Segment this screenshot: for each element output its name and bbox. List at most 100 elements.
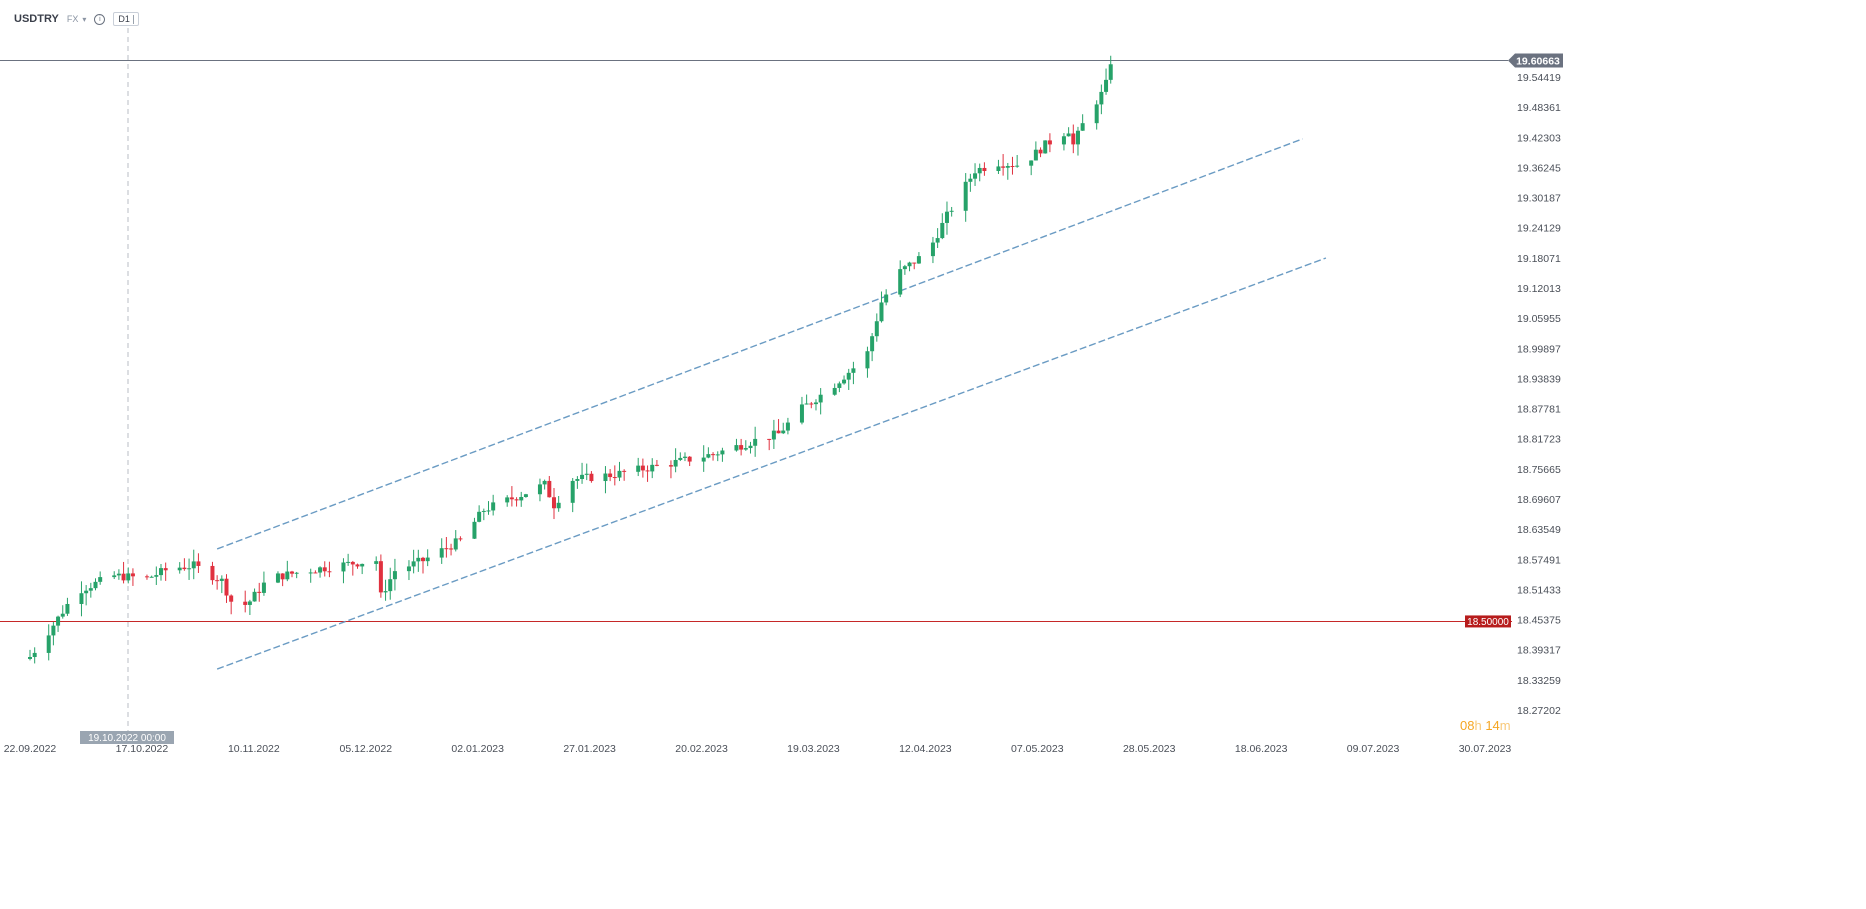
y-tick-label: 19.48361 [1517, 102, 1561, 114]
candle-body [776, 430, 781, 434]
candle-body [51, 625, 56, 636]
y-tick-label: 18.87781 [1517, 404, 1561, 416]
crosshair-date-label: 19.10.2022 00:00 [88, 733, 166, 744]
candle-body [252, 591, 257, 602]
candle-body [509, 497, 514, 500]
candle-body [1047, 140, 1052, 145]
candle-body [46, 635, 51, 653]
countdown-hours: 08 [1460, 718, 1475, 733]
candle-body [949, 210, 954, 212]
y-tick-label: 19.12013 [1517, 283, 1561, 295]
candle-body [542, 480, 547, 485]
candle-body [682, 456, 687, 458]
candle-body [1075, 130, 1080, 145]
candle-body [720, 450, 725, 455]
current-price-label: 19.60663 [1516, 55, 1560, 67]
countdown-minutes-unit: m [1499, 718, 1511, 733]
candle-body [622, 470, 627, 472]
candle-body [210, 565, 215, 581]
candle-body [444, 548, 449, 550]
candle-body [1033, 149, 1038, 161]
candle-body [449, 548, 454, 550]
candle-body [355, 564, 360, 567]
candle-body [229, 595, 234, 602]
chart-header: USDTRY FX ▾ i D1 [14, 10, 139, 28]
candle-body [392, 571, 397, 580]
candle-body [243, 601, 248, 605]
candle-body [514, 499, 519, 501]
x-axis: 22.09.2022 17.10.2022 10.11.2022 05.12.2022… [4, 743, 1512, 755]
candle-body [879, 302, 884, 322]
candle-body [1015, 165, 1020, 167]
candle-body [916, 256, 921, 264]
y-tick-label: 19.24129 [1517, 223, 1561, 235]
candle-body [56, 616, 61, 626]
candle-body [837, 383, 842, 388]
candle-body [425, 557, 430, 562]
candle-body [1080, 123, 1085, 131]
x-tick-label: 28.05.2023 [1123, 743, 1176, 755]
candle-body [902, 266, 907, 270]
candle-body [973, 173, 978, 179]
symbol-label[interactable]: USDTRY [14, 13, 59, 25]
candle-body [453, 538, 458, 550]
candle-body [645, 470, 650, 472]
candle-body [706, 454, 711, 458]
candle-body [144, 576, 149, 578]
price-tags: 19.10.2022 00:00 19.60663 18.50000 [80, 53, 1563, 744]
candle-body [898, 269, 903, 295]
info-icon[interactable]: i [94, 13, 106, 25]
candle-body [739, 445, 744, 450]
candle-body [177, 567, 182, 571]
chevron-down-icon[interactable]: ▾ [82, 14, 87, 24]
timeframe-label: D1 [118, 14, 130, 24]
candle-body [477, 511, 482, 522]
candle-body [996, 166, 1001, 171]
y-tick-label: 18.33259 [1517, 675, 1561, 687]
candle-body [374, 561, 379, 564]
candle-body [1005, 166, 1010, 168]
candle-body [1061, 136, 1066, 145]
candle-body [753, 438, 758, 446]
candle-body [182, 567, 187, 570]
candle-body [294, 572, 299, 574]
candle-body [275, 573, 280, 583]
candle-body [112, 575, 117, 578]
candle-body [32, 652, 37, 658]
candle-body [341, 562, 346, 572]
candle-body [219, 578, 224, 581]
candle-body [701, 457, 706, 462]
candle-body [748, 445, 753, 449]
candle-body [327, 571, 332, 573]
candle-body [832, 387, 837, 395]
candle-body [842, 379, 847, 384]
candle-body [388, 579, 393, 592]
candle-body [715, 454, 720, 456]
y-tick-label: 18.75665 [1517, 464, 1561, 476]
timeframe-selector[interactable]: D1 [113, 12, 139, 26]
candle-body [383, 591, 388, 593]
candle-body [1029, 160, 1034, 166]
candle-body [935, 238, 940, 243]
candle-body [799, 404, 804, 423]
timeframe-divider [132, 14, 134, 24]
candle-body [224, 578, 229, 596]
candle-body [130, 573, 135, 577]
current-price-tag [1508, 53, 1563, 68]
countdown-hours-unit: h [1474, 718, 1482, 733]
candle-body [678, 457, 683, 460]
candle-body [84, 590, 89, 594]
candle-body [963, 181, 968, 211]
candle-body [261, 582, 266, 593]
candle-body [809, 403, 814, 405]
candle-body [289, 571, 294, 574]
x-tick-label: 12.04.2023 [899, 743, 952, 755]
candle-body [472, 521, 477, 539]
candle-body [944, 211, 949, 223]
y-tick-label: 18.81723 [1517, 434, 1561, 446]
candle-body [439, 548, 444, 558]
candle-body [1010, 166, 1015, 168]
candle-body [650, 464, 655, 472]
x-tick-label: 18.06.2023 [1235, 743, 1288, 755]
